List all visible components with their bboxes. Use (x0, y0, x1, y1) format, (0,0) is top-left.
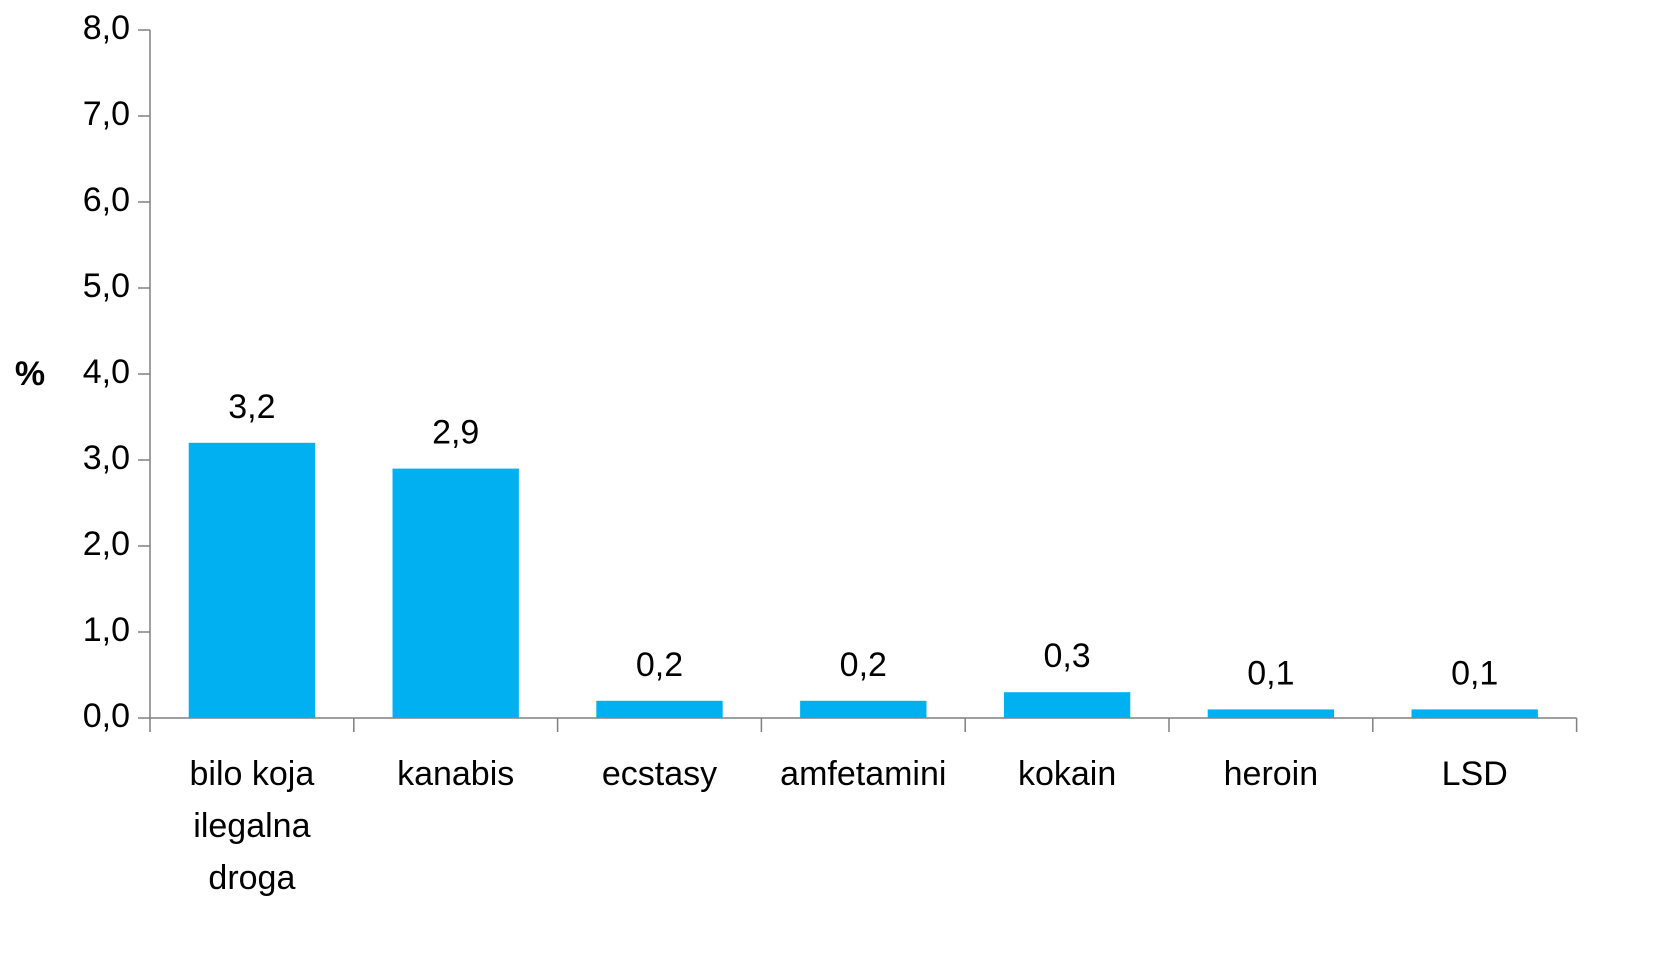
bar (800, 700, 927, 718)
y-axis-label: % (15, 355, 45, 393)
value-label: 0,2 (840, 646, 887, 684)
x-tick-label: ecstasy (601, 755, 718, 793)
y-tick-label: 8,0 (83, 9, 130, 47)
bar (596, 700, 723, 718)
y-tick-label: 2,0 (83, 525, 130, 563)
x-tick-label: kanabis (397, 755, 515, 793)
y-tick-label: 1,0 (83, 611, 130, 649)
value-label: 0,1 (1451, 654, 1498, 692)
y-tick-label: 5,0 (83, 267, 130, 305)
bar (188, 442, 316, 718)
value-label: 0,2 (636, 646, 683, 684)
value-label: 3,2 (228, 388, 275, 426)
value-label: 0,1 (1247, 654, 1294, 692)
x-tick-label: kokain (1017, 755, 1117, 793)
x-tick-label: amfetamini (780, 755, 947, 793)
value-label: 0,3 (1043, 637, 1090, 675)
y-tick-label: 3,0 (83, 439, 130, 477)
y-tick-label: 4,0 (83, 353, 130, 391)
bar (392, 468, 519, 718)
value-label: 2,9 (432, 414, 479, 452)
bar (1411, 709, 1538, 718)
x-tick-label: heroin (1223, 755, 1319, 793)
y-tick-label: 7,0 (83, 95, 130, 133)
bar (1207, 709, 1335, 718)
y-tick-label: 0,0 (83, 697, 130, 735)
x-tick-label: bilo koja ilegalna droga (189, 755, 315, 897)
y-tick-label: 6,0 (83, 181, 130, 219)
x-tick-label: LSD (1441, 755, 1508, 793)
bar (1003, 692, 1131, 718)
